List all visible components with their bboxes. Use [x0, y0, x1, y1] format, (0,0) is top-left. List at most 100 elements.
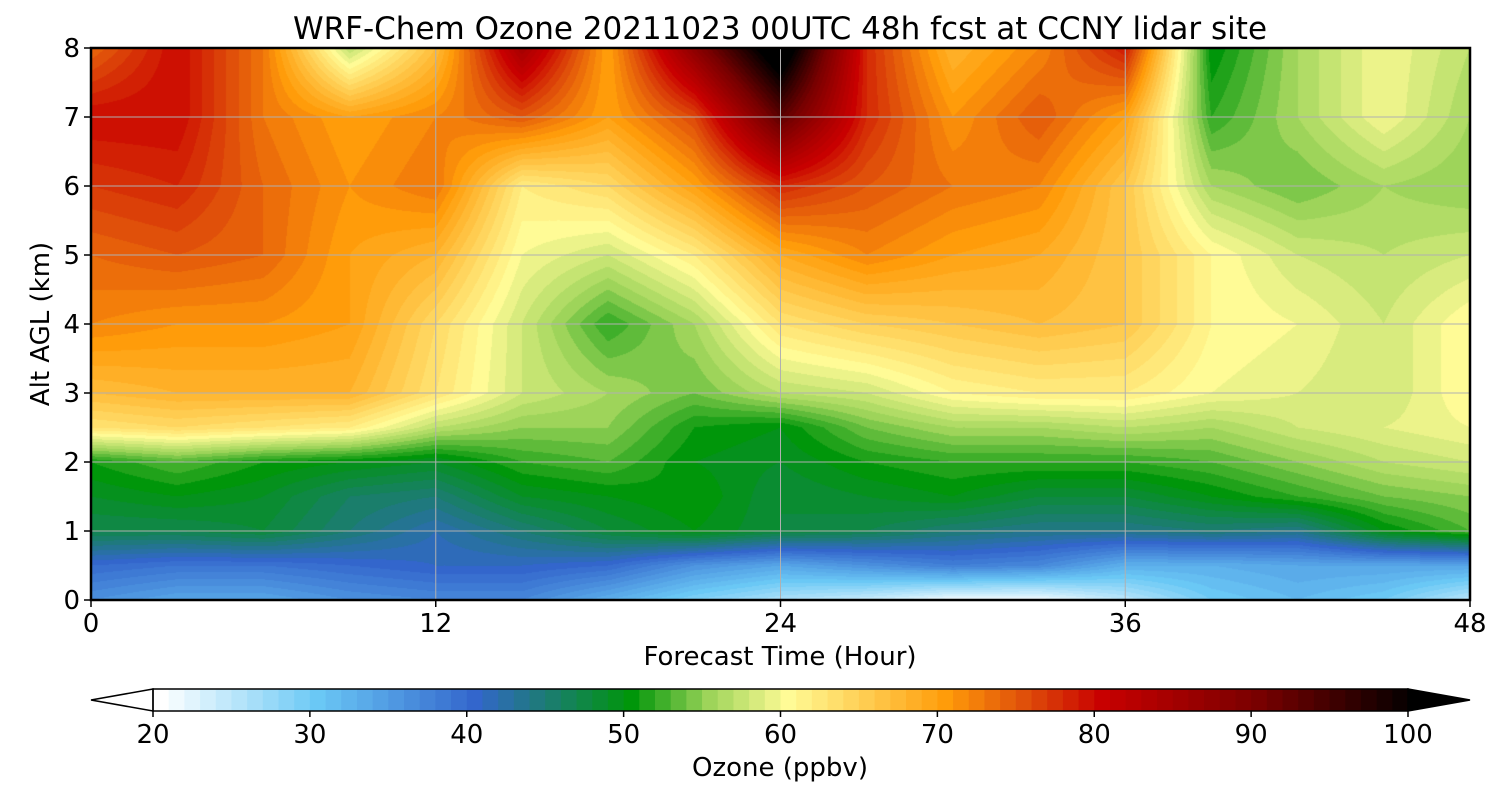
colorbar-segment: [1172, 689, 1189, 711]
colorbar-segment: [702, 689, 719, 711]
colorbar-segment: [733, 689, 750, 711]
colorbar-segment: [1031, 689, 1048, 711]
colorbar-segment: [1109, 689, 1127, 711]
colorbar-segment: [372, 689, 389, 711]
colorbar-segment: [341, 689, 358, 711]
colorbar-tick-label: 70: [921, 720, 954, 750]
colorbar-segment: [623, 689, 640, 711]
colorbar-segment: [686, 689, 703, 711]
colorbar-tick-label: 90: [1235, 720, 1268, 750]
y-tick-label: 3: [63, 379, 80, 409]
colorbar-segment: [294, 689, 311, 711]
colorbar-segment: [655, 689, 672, 711]
y-tick-label: 1: [63, 517, 80, 547]
colorbar-segment: [560, 689, 578, 711]
y-tick-label: 2: [63, 448, 80, 478]
colorbar-segment: [906, 689, 923, 711]
colorbar-segment: [435, 689, 452, 711]
colorbar-segment: [1062, 689, 1080, 711]
colorbar-segment: [670, 689, 687, 711]
colorbar-segment: [780, 689, 797, 711]
colorbar-segment: [309, 689, 327, 711]
colorbar-segment: [592, 689, 609, 711]
colorbar-segment: [1094, 689, 1111, 711]
colorbar-segment: [874, 689, 891, 711]
colorbar-segment: [1235, 689, 1252, 711]
colorbar-segment: [827, 689, 844, 711]
colorbar-segment: [278, 689, 295, 711]
colorbar-segment: [200, 689, 217, 711]
colorbar-segment: [1219, 689, 1237, 711]
colorbar-segment: [247, 689, 264, 711]
colorbar-tick-label: 100: [1383, 720, 1433, 750]
colorbar-segment: [1141, 689, 1158, 711]
colorbar-segment: [513, 689, 531, 711]
colorbar-segment: [1345, 689, 1362, 711]
colorbar-segment: [545, 689, 562, 711]
colorbar-segment: [231, 689, 248, 711]
colorbar-tick-label: 20: [136, 720, 169, 750]
colorbar-extend-high: [1407, 688, 1471, 712]
y-tick-label: 0: [63, 586, 80, 616]
x-tick-label: 36: [1109, 609, 1142, 639]
colorbar-tick-label: 80: [1078, 720, 1111, 750]
colorbar-segment: [953, 689, 970, 711]
colorbar-segment: [1125, 689, 1142, 711]
y-tick-label: 7: [63, 103, 80, 133]
colorbar-segment: [1157, 689, 1174, 711]
x-axis: 0 12 24 36 48: [83, 600, 1487, 639]
colorbar-segment: [419, 689, 436, 711]
colorbar-segment: [482, 689, 499, 711]
y-axis-label: Alt AGL (km): [26, 242, 56, 406]
colorbar-segment: [498, 689, 515, 711]
colorbar-segment: [1360, 689, 1378, 711]
colorbar-segment: [1266, 689, 1284, 711]
x-tick-label: 48: [1453, 609, 1486, 639]
colorbar-extend-low: [90, 688, 154, 712]
colorbar-segment: [1047, 689, 1064, 711]
colorbar-segment: [184, 689, 201, 711]
colorbar-segment: [749, 689, 766, 711]
colorbar-segment: [937, 689, 954, 711]
colorbar-segment: [1015, 689, 1033, 711]
colorbar-segment: [764, 689, 782, 711]
y-tick-label: 4: [63, 310, 80, 340]
colorbar-segment: [388, 689, 405, 711]
colorbar-segment: [1204, 689, 1221, 711]
colorbar-segment: [843, 689, 860, 711]
colorbar-segment: [466, 689, 484, 711]
colorbar-segment: [529, 689, 546, 711]
colorbar-tick-label: 60: [764, 720, 797, 750]
colorbar-segment: [1392, 689, 1409, 711]
colorbar-tick-label: 30: [293, 720, 326, 750]
colorbar-segment: [451, 689, 468, 711]
x-axis-label: Forecast Time (Hour): [643, 642, 916, 672]
colorbar-segment: [262, 689, 280, 711]
colorbar-segment: [921, 689, 938, 711]
x-tick-label: 24: [764, 609, 797, 639]
colorbar-label: Ozone (ppbv): [692, 753, 868, 783]
y-tick-label: 8: [63, 34, 80, 64]
colorbar-segment: [968, 689, 986, 711]
colorbar-segment: [717, 689, 735, 711]
colorbar-segment: [1329, 689, 1346, 711]
colorbar-segment: [168, 689, 185, 711]
colorbar-segment: [1078, 689, 1095, 711]
y-tick-label: 5: [63, 241, 80, 271]
colorbar-segment: [325, 689, 342, 711]
colorbar-segment: [607, 689, 625, 711]
colorbar-segment: [576, 689, 593, 711]
colorbar-segment: [356, 689, 374, 711]
colorbar-segment: [1376, 689, 1393, 711]
colorbar-segment: [984, 689, 1001, 711]
y-axis: 0 1 2 3 4 5 6 7 8: [63, 34, 91, 616]
colorbar-segment: [153, 689, 170, 711]
colorbar-tick-label: 40: [450, 720, 483, 750]
colorbar: 20 30 40 50 60 70 80 90 100: [90, 688, 1471, 750]
colorbar-segment: [1188, 689, 1205, 711]
colorbar-segment: [811, 689, 829, 711]
chart-title: WRF-Chem Ozone 20211023 00UTC 48h fcst a…: [293, 11, 1267, 47]
colorbar-segment: [858, 689, 876, 711]
x-tick-label: 12: [419, 609, 452, 639]
colorbar-segment: [639, 689, 656, 711]
